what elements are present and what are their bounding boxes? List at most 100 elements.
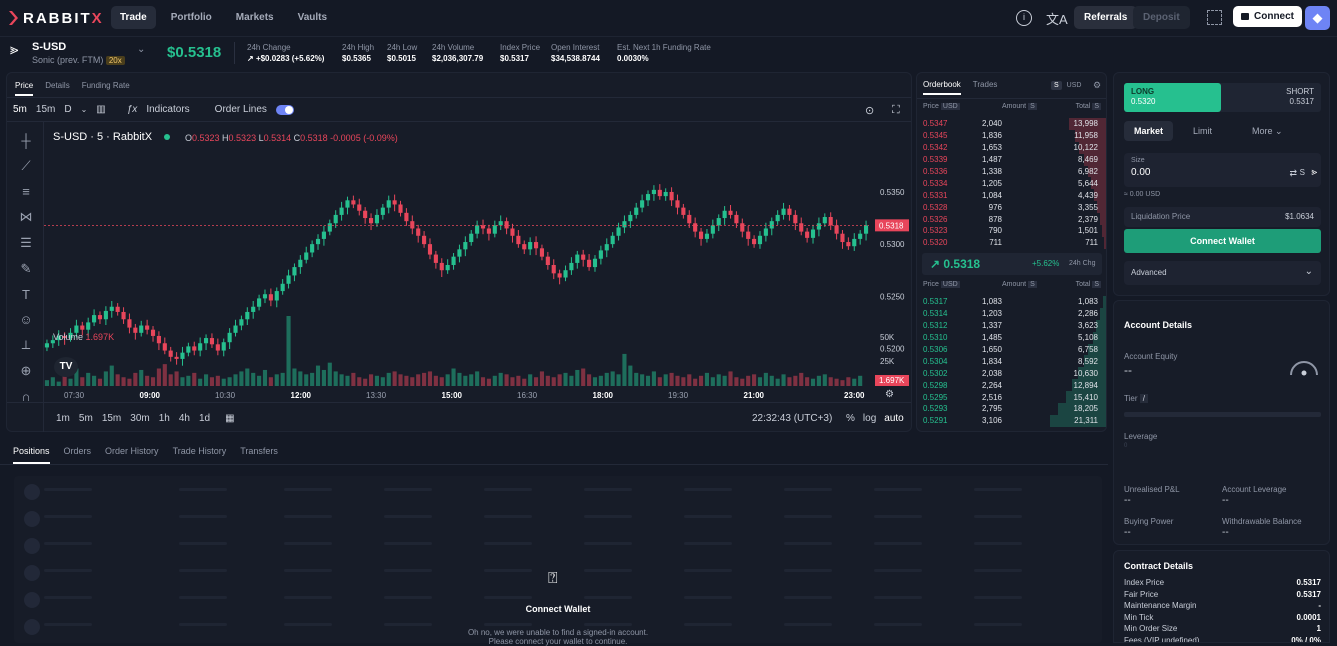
brush-icon[interactable]: ✎ xyxy=(20,261,32,276)
long-button[interactable]: LONG 0.5320 xyxy=(1124,83,1221,112)
contract-row: Index Price 0.5317 xyxy=(1124,578,1321,590)
range-5m[interactable]: 5m xyxy=(78,413,93,424)
info-icon[interactable]: i xyxy=(1016,10,1032,26)
candle-body xyxy=(522,244,527,250)
ask-row[interactable]: 0.5331 1,084 4,439 xyxy=(917,189,1106,202)
ask-row[interactable]: 0.5328 976 3,355 xyxy=(917,201,1106,214)
settings-gear-icon[interactable]: ⚙ xyxy=(885,389,894,400)
bid-row[interactable]: 0.5306 1,650 6,758 xyxy=(917,343,1106,356)
tab-trades[interactable]: Trades xyxy=(972,80,998,89)
range-1h[interactable]: 1h xyxy=(158,413,170,424)
percent-scale[interactable]: % xyxy=(846,413,855,424)
tab-order-history[interactable]: Order History xyxy=(105,446,159,456)
order-type-limit[interactable]: Limit xyxy=(1193,126,1213,136)
nav-markets[interactable]: Markets xyxy=(235,12,274,23)
ethereum-network-icon[interactable]: ◆ xyxy=(1305,6,1330,30)
connect-wallet-button[interactable]: Connect Wallet xyxy=(1124,229,1321,253)
ask-row[interactable]: 0.5323 790 1,501 xyxy=(917,225,1106,237)
bid-row[interactable]: 0.5314 1,203 2,286 xyxy=(917,307,1106,320)
ruler-icon[interactable]: ⟂ xyxy=(21,337,31,352)
range-4h[interactable]: 4h xyxy=(178,413,190,424)
size-usd-value: ≈ 0.00 USD xyxy=(1124,191,1161,198)
volume-bar xyxy=(551,377,556,386)
bid-row[interactable]: 0.5302 2,038 10,630 xyxy=(917,367,1106,380)
range-1d[interactable]: 1d xyxy=(198,413,211,424)
price-chart[interactable]: 0.5350 0.5300 0.5250 0.5200 0.5318 50K 25K 1.6… xyxy=(44,145,912,435)
order-type-market[interactable]: Market xyxy=(1124,121,1174,141)
swap-icon[interactable]: ⇄ xyxy=(1289,168,1297,178)
ask-row[interactable]: 0.5334 1,205 5,644 xyxy=(917,177,1106,190)
fullscreen-icon[interactable]: ⛶ xyxy=(892,104,900,116)
screenshot-icon[interactable]: ⊙ xyxy=(865,105,875,117)
ask-row[interactable]: 0.5345 1,836 11,958 xyxy=(917,129,1106,142)
indicators-button[interactable]: Indicators xyxy=(146,104,190,115)
bid-row[interactable]: 0.5304 1,834 8,592 xyxy=(917,355,1106,368)
referrals-button[interactable]: Referrals xyxy=(1074,6,1138,29)
interval-15m[interactable]: 15m xyxy=(35,104,56,115)
tab-positions[interactable]: Positions xyxy=(13,446,50,464)
ask-row[interactable]: 0.5320 711 711 xyxy=(917,236,1106,249)
language-icon[interactable]: 文A xyxy=(1046,12,1068,27)
logo[interactable]: RABBIT X xyxy=(7,9,104,27)
bid-row[interactable]: 0.5310 1,485 5,108 xyxy=(917,331,1106,344)
volume-bar xyxy=(610,371,615,386)
chevron-down-icon[interactable]: ⌄ xyxy=(80,105,88,114)
log-scale[interactable]: log xyxy=(862,413,877,424)
nav-trade[interactable]: Trade xyxy=(111,6,156,29)
indicators-icon[interactable]: ƒx xyxy=(126,104,138,115)
nav-vaults[interactable]: Vaults xyxy=(297,12,328,23)
fib-icon[interactable]: ☰ xyxy=(20,235,32,250)
chevron-down-icon[interactable]: ⌄ xyxy=(137,44,146,55)
zoom-in-icon[interactable]: ⊕ xyxy=(20,363,32,378)
connect-button[interactable]: Connect xyxy=(1233,6,1302,27)
deposit-button[interactable]: Deposit xyxy=(1133,6,1190,29)
tab-orders[interactable]: Orders xyxy=(63,446,92,456)
tab-funding-rate[interactable]: Funding Rate xyxy=(81,81,130,90)
bid-row[interactable]: 0.5291 3,106 21,311 xyxy=(917,414,1106,427)
short-button[interactable]: SHORT 0.5317 xyxy=(1286,87,1314,106)
range-1m[interactable]: 1m xyxy=(56,413,70,424)
auto-scale[interactable]: auto xyxy=(884,413,904,424)
tab-transfers[interactable]: Transfers xyxy=(240,446,278,456)
bid-row[interactable]: 0.5295 2,516 15,410 xyxy=(917,391,1106,404)
scan-icon[interactable] xyxy=(1207,10,1222,25)
horizontal-lines-icon[interactable]: ≡ xyxy=(22,184,30,199)
tradingview-logo-icon[interactable]: TV xyxy=(54,357,78,377)
ask-row[interactable]: 0.5336 1,338 6,982 xyxy=(917,165,1106,178)
emoji-icon[interactable]: ☺ xyxy=(19,312,33,327)
order-lines-toggle[interactable] xyxy=(275,104,294,115)
unit-usd[interactable]: USD xyxy=(1066,82,1082,89)
bid-row[interactable]: 0.5293 2,795 18,205 xyxy=(917,403,1106,415)
ask-row[interactable]: 0.5326 878 2,379 xyxy=(917,213,1106,226)
nav-portfolio[interactable]: Portfolio xyxy=(170,12,212,23)
crosshair-icon[interactable]: ┼ xyxy=(21,133,31,148)
tab-trade-history[interactable]: Trade History xyxy=(172,446,227,456)
text-icon[interactable]: T xyxy=(22,287,30,302)
orderbook-settings-icon[interactable]: ⚙ xyxy=(1093,80,1102,90)
tab-price[interactable]: Price xyxy=(15,81,34,96)
bid-row[interactable]: 0.5312 1,337 3,623 xyxy=(917,319,1106,332)
market-selector[interactable]: S-USD Sonic (prev. FTM) 20x xyxy=(32,41,125,65)
tab-orderbook[interactable]: Orderbook xyxy=(923,80,961,95)
tab-details[interactable]: Details xyxy=(45,81,70,90)
unit-s[interactable]: S xyxy=(1051,81,1062,90)
ask-row[interactable]: 0.5347 2,040 13,998 xyxy=(917,118,1106,130)
candle-body xyxy=(775,214,780,222)
pattern-icon[interactable]: ⋈ xyxy=(19,209,33,224)
size-input[interactable]: 0.00 xyxy=(1131,167,1151,178)
size-field[interactable]: Size 0.00 ⇄ S ⪢ xyxy=(1124,153,1321,187)
ask-row[interactable]: 0.5342 1,653 10,122 xyxy=(917,141,1106,154)
bid-row[interactable]: 0.5317 1,083 1,083 xyxy=(917,296,1106,308)
calendar-icon[interactable]: ▦ xyxy=(225,413,235,424)
order-type-more[interactable]: More ⌄ xyxy=(1252,125,1283,136)
interval-d[interactable]: D xyxy=(64,104,72,115)
range-15m[interactable]: 15m xyxy=(101,413,122,424)
bid-row[interactable]: 0.5298 2,264 12,894 xyxy=(917,379,1106,392)
trend-line-icon[interactable]: ⟋ xyxy=(21,158,31,173)
ask-row[interactable]: 0.5339 1,487 8,469 xyxy=(917,153,1106,166)
range-30m[interactable]: 30m xyxy=(130,413,150,424)
magnet-icon[interactable]: ∩ xyxy=(21,389,31,404)
advanced-dropdown[interactable]: Advanced ⌄ xyxy=(1124,261,1321,285)
interval-5m[interactable]: 5m xyxy=(13,104,27,115)
candle-type-icon[interactable]: ▥ xyxy=(96,104,106,115)
